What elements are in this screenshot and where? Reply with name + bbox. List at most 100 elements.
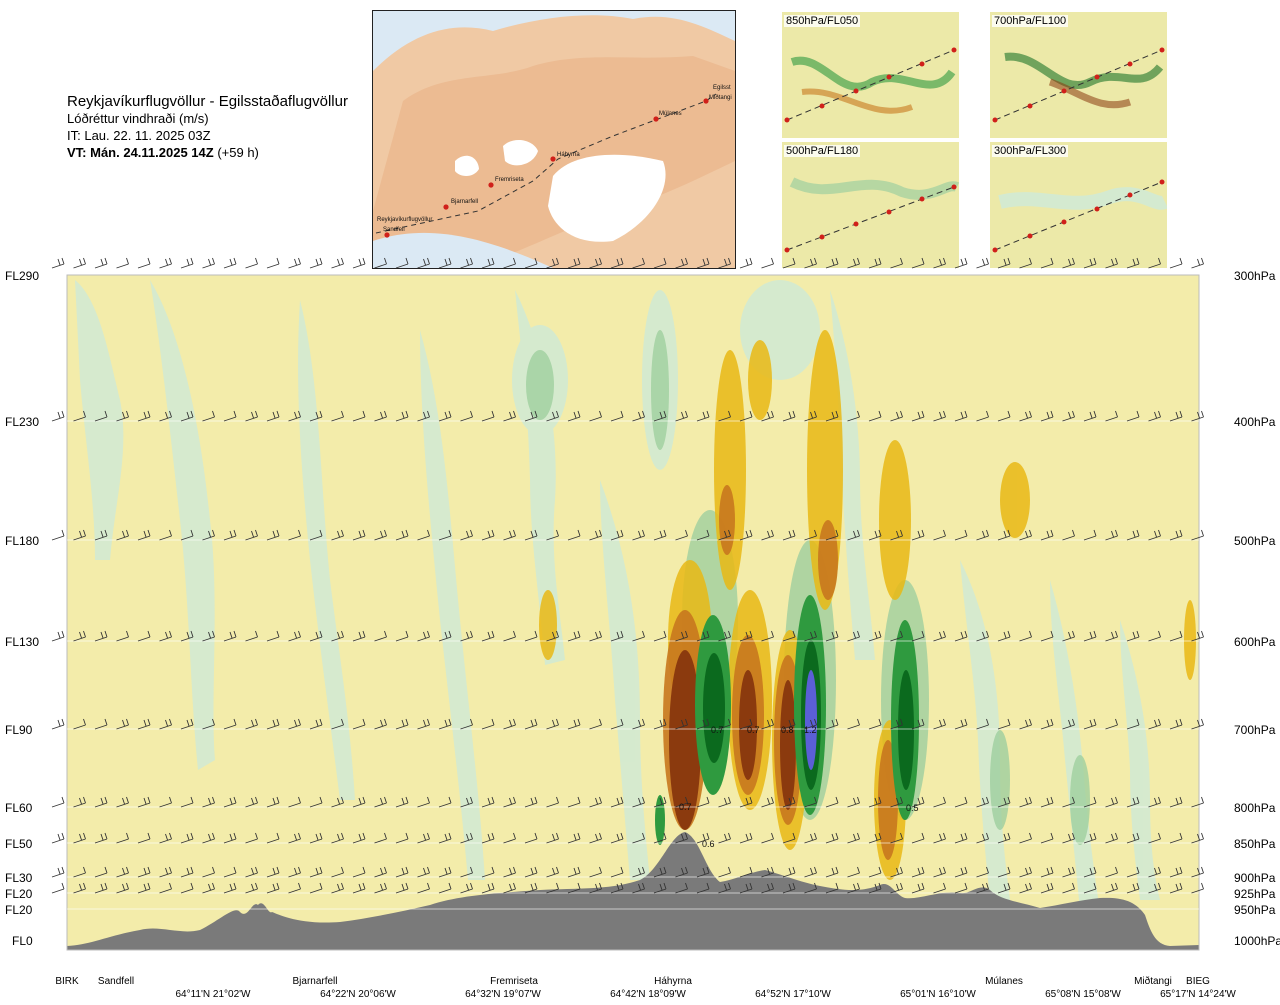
chart-header: Reykjavíkurflugvöllur - Egilsstaðaflugvö… (67, 93, 348, 161)
wind-barb (825, 796, 839, 808)
wind-barb (847, 410, 860, 422)
coordinate-label: 65°08'N 15°08'W (1045, 989, 1121, 1000)
wind-barb (524, 832, 538, 844)
right-axis-label: 300hPa (1234, 269, 1276, 283)
wind-barb (417, 832, 430, 844)
wind-barb (180, 796, 194, 808)
wind-barb (73, 630, 86, 642)
wind-barb (309, 866, 323, 878)
wind-barb (180, 630, 194, 642)
wind-barb (804, 718, 817, 730)
wind-barb (417, 410, 430, 422)
wind-barb (331, 410, 344, 422)
wind-barb (223, 257, 237, 269)
wind-barb (847, 882, 860, 894)
wind-barb (460, 718, 473, 730)
wind-barb (51, 866, 65, 878)
wind-barb (761, 882, 774, 894)
left-axis-label: FL20 (5, 887, 33, 901)
wind-barb (1083, 529, 1097, 541)
wind-barb (395, 796, 409, 808)
wind-barb (804, 832, 817, 844)
wind-barb (245, 630, 258, 642)
thumb-label: 500hPa/FL180 (784, 145, 861, 157)
wind-barb (352, 882, 366, 894)
valid-offset: (+59 h) (217, 145, 259, 160)
location-label: Múlanes (985, 976, 1023, 987)
wind-barb (245, 257, 258, 269)
wind-barb (847, 832, 860, 844)
wind-barb (589, 529, 602, 541)
wind-barb (933, 796, 946, 808)
wind-barb (223, 718, 237, 730)
wind-barb (868, 529, 882, 541)
wind-barb (1148, 529, 1161, 541)
right-axis-label: 900hPa (1234, 871, 1276, 885)
wind-barb (567, 410, 581, 422)
wind-barb (1105, 882, 1118, 894)
wind-barb (202, 718, 215, 730)
weak-updraft-areas (526, 330, 1090, 845)
wind-barb (890, 529, 903, 541)
wind-barb (374, 866, 387, 878)
wind-barb (868, 410, 882, 422)
wind-barb (223, 832, 237, 844)
wind-barb (51, 832, 65, 844)
wind-barb (374, 529, 387, 541)
map-label-birk: Reykjavíkurflugvöllur (377, 217, 432, 223)
wind-barb (653, 718, 667, 730)
wind-barb (954, 529, 968, 541)
wind-barb (180, 718, 194, 730)
map-label-midtangi: Miðtangi (709, 94, 732, 101)
wind-barb (933, 529, 946, 541)
wind-barb (782, 882, 796, 894)
left-axis-label: FL230 (5, 415, 40, 429)
wind-barb (546, 718, 559, 730)
wind-barb (352, 832, 366, 844)
wind-barb (524, 796, 538, 808)
wind-barb (589, 410, 602, 422)
wind-barb (954, 718, 968, 730)
wind-barb (438, 529, 452, 541)
wind-barb (954, 882, 968, 894)
left-axis-label: FL130 (5, 635, 40, 649)
wind-barb (1169, 630, 1183, 642)
wind-barb (610, 796, 624, 808)
wind-barb (610, 630, 624, 642)
map-label-sandfell: Sandfell (383, 227, 405, 233)
wind-barb (675, 630, 688, 642)
wind-barb (1040, 882, 1054, 894)
wind-barb (73, 796, 86, 808)
wind-barb (245, 866, 258, 878)
wind-barb (675, 796, 688, 808)
wind-barb (976, 257, 989, 269)
wind-barb (890, 410, 903, 422)
wind-barb (395, 832, 409, 844)
wind-barb (1169, 832, 1183, 844)
thumb-label: 850hPa/FL050 (784, 15, 861, 27)
wind-barb (632, 796, 645, 808)
wind-barb (503, 718, 516, 730)
wind-barb (266, 866, 280, 878)
wind-barb (73, 410, 86, 422)
wind-barb (266, 796, 280, 808)
wind-barb (180, 529, 194, 541)
wind-barb (1019, 718, 1032, 730)
wind-barb (696, 718, 710, 730)
wind-barb (1040, 796, 1054, 808)
wind-barb (933, 718, 946, 730)
wind-barb (675, 832, 688, 844)
wind-barb (997, 832, 1011, 844)
wind-barb (653, 866, 667, 878)
location-label: BIEG (1186, 976, 1210, 987)
wind-barb (868, 882, 882, 894)
wind-barb (94, 257, 108, 269)
wind-barb (137, 257, 151, 269)
wind-barb (223, 529, 237, 541)
wind-barb (94, 796, 108, 808)
wind-barb (1105, 796, 1118, 808)
wind-barb (352, 796, 366, 808)
wind-barb (266, 882, 280, 894)
wind-barb (481, 796, 495, 808)
wind-barb (481, 630, 495, 642)
